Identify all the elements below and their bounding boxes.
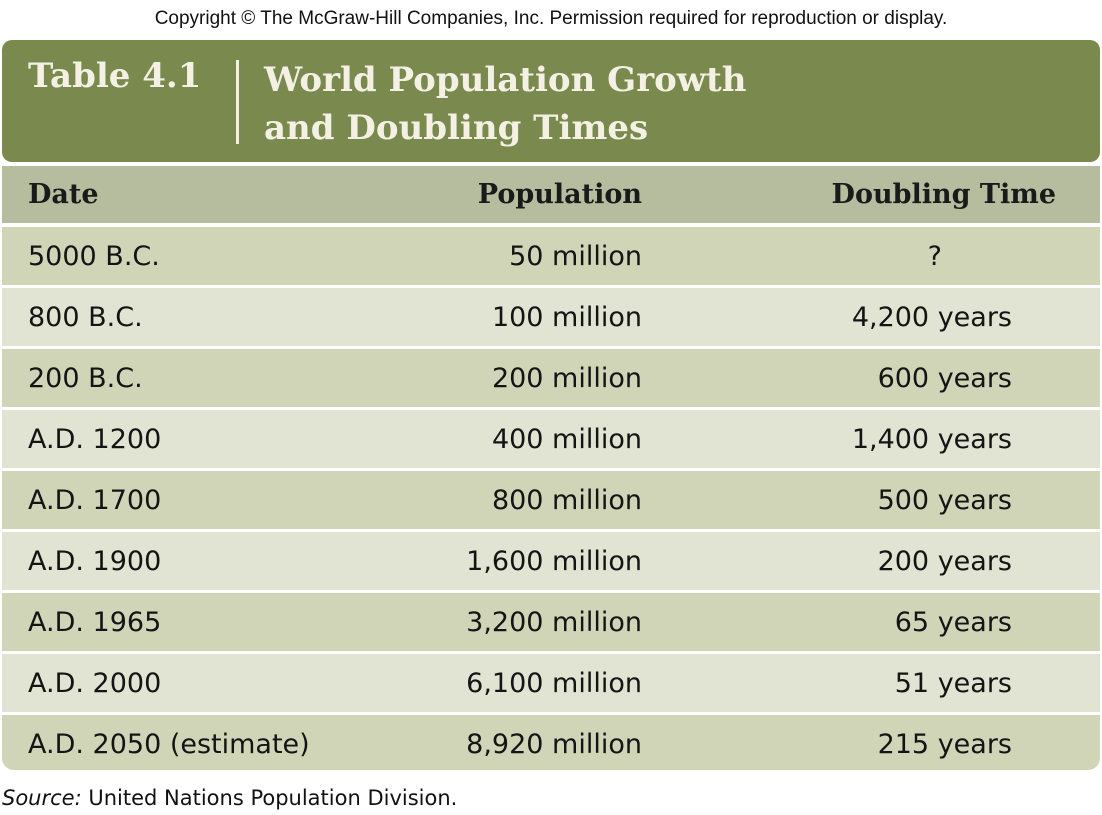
doubling-time-cell: 1,400 years — [851, 423, 1012, 455]
date-cell: 5000 B.C. — [28, 240, 160, 272]
column-header-doubling-time: Doubling Time — [831, 179, 1056, 210]
table-row: 5000 B.C. 50 million ? — [2, 227, 1100, 285]
table-row: A.D. 2050 (estimate) 8,920 million 215 y… — [2, 715, 1100, 770]
source-text: United Nations Population Division. — [81, 786, 458, 810]
title-divider — [236, 60, 239, 144]
column-header-population: Population — [477, 179, 642, 210]
table-row: A.D. 1200 400 million 1,400 years — [2, 410, 1100, 468]
population-cell: 50 million — [509, 240, 642, 272]
doubling-time-cell: 200 years — [877, 545, 1012, 577]
table-title-line-2: and Doubling Times — [264, 108, 649, 148]
date-cell: 800 B.C. — [28, 301, 143, 333]
date-cell: A.D. 1900 — [28, 545, 162, 577]
population-table: Date Population Doubling Time 5000 B.C. … — [2, 166, 1100, 770]
doubling-time-cell: 600 years — [877, 362, 1012, 394]
table-header-row: Date Population Doubling Time — [2, 166, 1100, 223]
doubling-time-cell: ? — [927, 240, 942, 272]
source-label: Source: — [2, 786, 82, 810]
date-cell: A.D. 2000 — [28, 667, 162, 699]
copyright-notice: Copyright © The McGraw-Hill Companies, I… — [154, 8, 948, 29]
table-row: A.D. 1900 1,600 million 200 years — [2, 532, 1100, 590]
doubling-time-cell: 4,200 years — [851, 301, 1012, 333]
doubling-time-cell: 500 years — [877, 484, 1012, 516]
source-note: Source: United Nations Population Divisi… — [2, 786, 457, 810]
population-cell: 3,200 million — [466, 606, 642, 638]
population-cell: 6,100 million — [466, 667, 642, 699]
doubling-time-cell: 51 years — [894, 667, 1012, 699]
date-cell: A.D. 1965 — [28, 606, 162, 638]
table-row: A.D. 1700 800 million 500 years — [2, 471, 1100, 529]
doubling-time-cell: 65 years — [894, 606, 1012, 638]
table-number: Table 4.1 — [28, 56, 202, 96]
population-cell: 200 million — [491, 362, 642, 394]
population-cell: 400 million — [491, 423, 642, 455]
date-cell: A.D. 1700 — [28, 484, 162, 516]
population-cell: 8,920 million — [466, 728, 642, 760]
date-cell: A.D. 2050 (estimate) — [28, 728, 310, 760]
table-row: A.D. 1965 3,200 million 65 years — [2, 593, 1100, 651]
doubling-time-cell: 215 years — [877, 728, 1012, 760]
population-cell: 100 million — [491, 301, 642, 333]
population-cell: 1,600 million — [466, 545, 642, 577]
table-row: 800 B.C. 100 million 4,200 years — [2, 288, 1100, 346]
table-row: A.D. 2000 6,100 million 51 years — [2, 654, 1100, 712]
column-header-date: Date — [28, 179, 99, 210]
table-title-line-1: World Population Growth — [264, 60, 747, 100]
date-cell: A.D. 1200 — [28, 423, 162, 455]
table-row: 200 B.C. 200 million 600 years — [2, 349, 1100, 407]
date-cell: 200 B.C. — [28, 362, 143, 394]
population-cell: 800 million — [491, 484, 642, 516]
table-title: World Population Growth and Doubling Tim… — [264, 56, 746, 152]
table-title-bar: Table 4.1 World Population Growth and Do… — [2, 40, 1100, 162]
